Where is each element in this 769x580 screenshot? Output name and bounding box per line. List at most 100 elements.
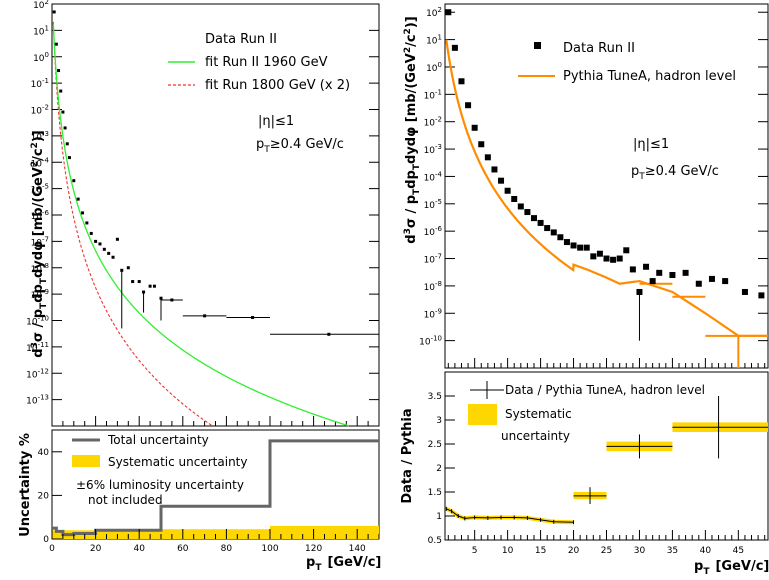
data-point bbox=[98, 242, 102, 246]
y-tick-label: 101 bbox=[33, 24, 49, 37]
left-top-legend: Data Run II fit Run II 1960 GeV fit Run … bbox=[168, 32, 350, 93]
data-point bbox=[65, 142, 69, 146]
x-tick-label: 15 bbox=[535, 546, 546, 556]
data-point bbox=[616, 255, 623, 262]
data-point bbox=[524, 209, 531, 216]
data-point bbox=[85, 221, 89, 225]
data-point bbox=[107, 251, 111, 255]
data-point bbox=[170, 298, 174, 302]
x-tick-label: 45 bbox=[733, 546, 744, 556]
y-tick-label: 10-9 bbox=[424, 307, 442, 320]
data-point bbox=[550, 229, 557, 236]
x-tick-label: 25 bbox=[601, 546, 612, 556]
data-point bbox=[610, 256, 617, 263]
data-point bbox=[52, 10, 56, 14]
data-point bbox=[484, 154, 491, 161]
legend-data-label: Data Run II bbox=[205, 32, 277, 47]
data-point bbox=[120, 268, 124, 272]
data-point bbox=[126, 266, 130, 270]
y-tick-label: 10-11 bbox=[26, 341, 49, 354]
data-point bbox=[57, 69, 61, 73]
y-tick-label: 10-4 bbox=[424, 170, 443, 183]
data-point bbox=[89, 231, 93, 235]
x-tick-label: 10 bbox=[502, 546, 514, 556]
y-tick-label: 102 bbox=[426, 6, 442, 19]
data-point bbox=[570, 242, 577, 249]
y-tick-label: 10-5 bbox=[424, 198, 442, 211]
left-bottom-xlabel: pT [GeV/c] bbox=[306, 555, 381, 573]
data-point bbox=[465, 102, 472, 109]
y-tick-label: 20 bbox=[38, 491, 50, 501]
data-point bbox=[583, 244, 590, 251]
legend-total-label: Total uncertainty bbox=[107, 433, 209, 447]
y-tick-label: 10-8 bbox=[31, 262, 49, 275]
data-point bbox=[203, 314, 207, 318]
data-point bbox=[649, 278, 656, 285]
y-tick-label: 10-2 bbox=[31, 104, 49, 117]
x-tick-label: 20 bbox=[90, 544, 102, 554]
right-bottom-panel: 0.5 1 1.5 2 2.5 3 3.5 5 10 15 20 25 30 35 40 45 Data / … bbox=[400, 371, 769, 577]
y-tick-label: 3 bbox=[436, 416, 442, 426]
data-point bbox=[327, 332, 331, 336]
data-point bbox=[623, 247, 630, 254]
data-point bbox=[590, 253, 597, 260]
data-point bbox=[152, 284, 156, 288]
syst-band bbox=[270, 525, 379, 539]
data-point bbox=[111, 255, 115, 259]
y-tick-label: 10-10 bbox=[419, 335, 442, 348]
data-point bbox=[115, 237, 119, 241]
right-bottom-frame bbox=[444, 371, 769, 541]
data-point bbox=[669, 272, 676, 279]
legend-syst-box bbox=[72, 455, 100, 467]
ratio-syst-band-low bbox=[445, 506, 574, 525]
data-point bbox=[61, 110, 65, 114]
data-point bbox=[636, 288, 643, 295]
y-tick-label: 10-5 bbox=[31, 183, 49, 196]
fit-run2-line bbox=[52, 23, 349, 427]
legend-syst-label: Systematic uncertainty bbox=[108, 455, 247, 469]
data-point bbox=[102, 247, 106, 251]
x-tick-label: 80 bbox=[221, 544, 233, 554]
left-top-panel: 102 101 100 10-1 10-2 10-3 10-4 10-5 10-6 10-7 10-… bbox=[26, 0, 380, 427]
lumi-note-1: ±6% luminosity uncertainty bbox=[76, 478, 244, 492]
data-point bbox=[491, 166, 498, 173]
data-point bbox=[758, 292, 765, 299]
data-point bbox=[530, 215, 537, 222]
data-point bbox=[72, 179, 76, 183]
y-tick-label: 10-1 bbox=[31, 77, 49, 90]
x-tick-label: 120 bbox=[305, 544, 322, 554]
y-tick-label: 3.5 bbox=[428, 392, 442, 402]
y-tick-label: 101 bbox=[426, 34, 442, 47]
data-point bbox=[511, 195, 518, 202]
legend-data-label: Data Run II bbox=[563, 41, 635, 56]
x-tick-label: 20 bbox=[568, 546, 580, 556]
left-bottom-panel: 0 20 40 0 20 40 60 80 100 120 140 Total uncertaint… bbox=[18, 429, 381, 573]
pt-annotation: pT≥0.4 GeV/c bbox=[256, 137, 344, 155]
data-point bbox=[445, 9, 452, 16]
y-tick-label: 10-12 bbox=[26, 367, 49, 380]
data-point bbox=[682, 269, 689, 276]
data-point bbox=[695, 280, 702, 287]
y-tick-label: 0.5 bbox=[428, 536, 442, 546]
y-tick-label: 2 bbox=[436, 464, 442, 474]
y-tick-label: 10-3 bbox=[31, 130, 49, 143]
data-point bbox=[94, 239, 98, 243]
y-tick-label: 1.5 bbox=[428, 488, 442, 498]
data-point bbox=[537, 219, 544, 226]
legend-fit2-label: fit Run 1800 GeV (x 2) bbox=[205, 78, 350, 93]
y-tick-label: 100 bbox=[33, 51, 49, 64]
pythia-curve bbox=[445, 39, 768, 337]
legend-data-marker bbox=[534, 42, 541, 49]
data-point bbox=[708, 275, 715, 282]
y-tick-label: 10-3 bbox=[424, 143, 442, 156]
data-point bbox=[656, 269, 663, 276]
y-tick-label: 100 bbox=[426, 61, 442, 74]
data-point bbox=[148, 284, 152, 288]
x-tick-label: 35 bbox=[667, 546, 678, 556]
data-point bbox=[517, 203, 524, 210]
right-top-panel: 102 101 100 10-1 10-2 10-3 10-4 10-5 10-6 10-7 10-… bbox=[403, 3, 769, 369]
right-bottom-legend: Data / Pythia TuneA, hadron level System… bbox=[468, 381, 705, 443]
eta-annotation: |η|≤1 bbox=[258, 114, 294, 129]
x-tick-label: 40 bbox=[700, 546, 712, 556]
data-point bbox=[451, 44, 458, 51]
